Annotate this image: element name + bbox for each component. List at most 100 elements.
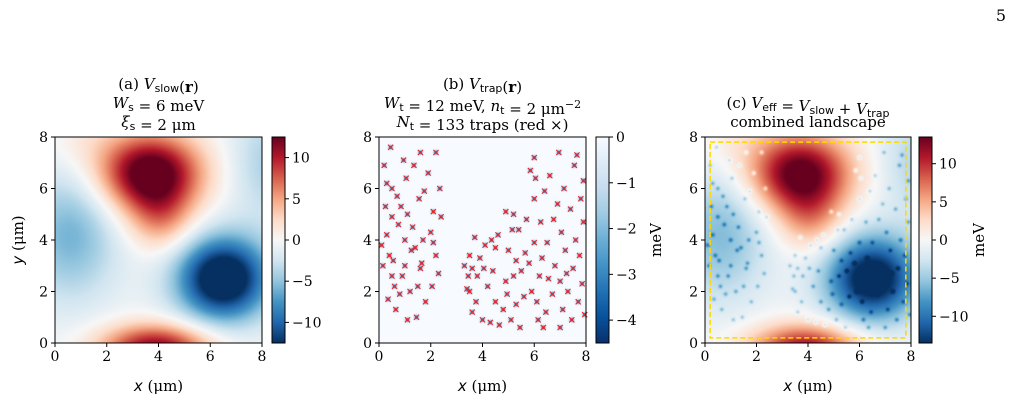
trap-marker <box>554 200 561 207</box>
colorbar-tick-label: 0 <box>616 130 625 146</box>
trap-marker <box>545 275 552 282</box>
y-tick-label: 2 <box>363 285 372 301</box>
trap-marker <box>394 193 401 200</box>
y-tick-label: 4 <box>363 233 372 249</box>
x-axis-label: x (μm) <box>457 377 507 395</box>
trap-marker <box>531 154 538 161</box>
trap-marker <box>399 273 406 280</box>
colorbar-tick-label: 5 <box>292 192 301 208</box>
trap-marker <box>537 218 544 225</box>
trap-marker <box>502 208 509 215</box>
panel-title-line: ξs = 2 μm <box>121 113 195 134</box>
trap-marker <box>571 162 578 169</box>
heatmap-b <box>379 137 586 343</box>
trap-marker <box>522 249 529 256</box>
trap-marker <box>513 257 520 264</box>
trap-marker <box>487 319 494 326</box>
y-axis-label: y (μm) <box>9 215 27 265</box>
trap-marker <box>557 278 564 285</box>
trap-marker <box>379 262 386 269</box>
y-tick-label: 6 <box>363 182 372 198</box>
trap-marker <box>381 162 388 169</box>
trap-marker <box>539 255 546 262</box>
colorbar-tick-label: 10 <box>939 157 957 173</box>
trap-marker <box>579 280 586 287</box>
analysis-box <box>709 141 907 339</box>
trap-marker <box>496 321 503 328</box>
x-axis-label: x (μm) <box>782 377 832 395</box>
page-number: 5 <box>995 6 1006 25</box>
trap-marker <box>473 298 480 305</box>
y-tick-label: 0 <box>689 336 698 352</box>
trap-marker <box>466 288 473 295</box>
trap-marker <box>542 309 549 316</box>
trap-marker <box>510 273 517 280</box>
x-tick-label: 6 <box>855 349 864 365</box>
trap-marker <box>427 229 434 236</box>
panel-title-line: (c) Veff = Vslow + Vtrap <box>726 94 889 120</box>
x-tick-label: 0 <box>51 349 60 365</box>
trap-marker <box>575 298 582 305</box>
trap-marker <box>476 255 483 262</box>
trap-marker <box>469 309 476 316</box>
colorbar-tick-label: −2 <box>616 222 637 238</box>
panel-c: 0 2 4 6 8 0 2 4 6 8 x (μm) (c) Veff = Vslow + Vtrap… <box>689 94 988 395</box>
colorbar-b: 0 −1 −2 −3 −4 meV <box>595 130 665 344</box>
colorbar-tick-label: 0 <box>939 233 948 249</box>
trap-marker <box>536 273 543 280</box>
colorbar-label: meV <box>647 222 665 257</box>
trap-marker <box>395 221 402 228</box>
trap-marker <box>492 244 499 251</box>
colorbar-gradient <box>918 136 933 344</box>
colorbar-tick-label: −1 <box>616 176 637 192</box>
trap-marker <box>495 231 502 238</box>
trap-marker <box>418 260 425 267</box>
trap-marker <box>541 188 548 195</box>
trap-marker <box>436 185 443 192</box>
trap-marker <box>422 298 429 305</box>
x-tick-label: 4 <box>804 349 813 365</box>
trap-marker <box>484 283 491 290</box>
trap-marker <box>387 144 394 151</box>
trap-marker <box>419 237 426 243</box>
colorbar-tick-label: 5 <box>939 195 948 211</box>
trap-marker <box>388 273 395 280</box>
colorbar-c: 10 5 0 −5 −10 meV <box>918 136 988 344</box>
y-tick-label: 2 <box>39 285 48 301</box>
trap-marker <box>561 185 567 192</box>
x-axis-label: x (μm) <box>133 377 183 395</box>
y-tick-label: 6 <box>689 182 698 198</box>
trap-marker <box>527 167 534 174</box>
trap-marker <box>580 177 587 184</box>
x-tick-label: 6 <box>530 349 539 365</box>
trap-marker <box>568 316 575 323</box>
trap-marker <box>513 301 520 308</box>
x-tick-label: 2 <box>752 349 761 365</box>
trap-marker <box>383 180 390 187</box>
trap-marker <box>520 293 527 300</box>
trap-marker <box>559 306 566 313</box>
trap-marker <box>544 239 551 246</box>
y-tick-label: 0 <box>39 336 48 352</box>
x-tick-label: 4 <box>154 349 163 365</box>
panel-a: 0 2 4 6 8 0 2 4 6 8 x (μm) y (μm) (a) Vslow(r)Ws = 6… <box>9 75 322 395</box>
colorbar-tick-label: 10 <box>292 151 310 167</box>
panel-b: 0 2 4 6 8 0 2 4 6 8 x (μm) (b) Vtrap(r)Wt = 12 meV,… <box>363 75 665 395</box>
trap-marker <box>531 239 538 246</box>
x-tick-label: 4 <box>478 349 487 365</box>
trap-marker <box>392 306 399 313</box>
trap-marker <box>386 252 393 259</box>
trap-marker <box>572 237 579 243</box>
trap-marker <box>563 270 570 277</box>
trap-marker <box>378 242 385 249</box>
trap-marker <box>517 324 524 331</box>
colorbar-tick-label: −10 <box>292 315 322 331</box>
trap-marker <box>515 226 522 233</box>
trap-marker <box>417 149 424 156</box>
x-tick-label: 8 <box>582 349 591 365</box>
trap-marker <box>557 324 564 331</box>
trap-marker <box>432 252 439 259</box>
trap-marker <box>461 262 468 269</box>
trap-marker <box>425 170 432 177</box>
